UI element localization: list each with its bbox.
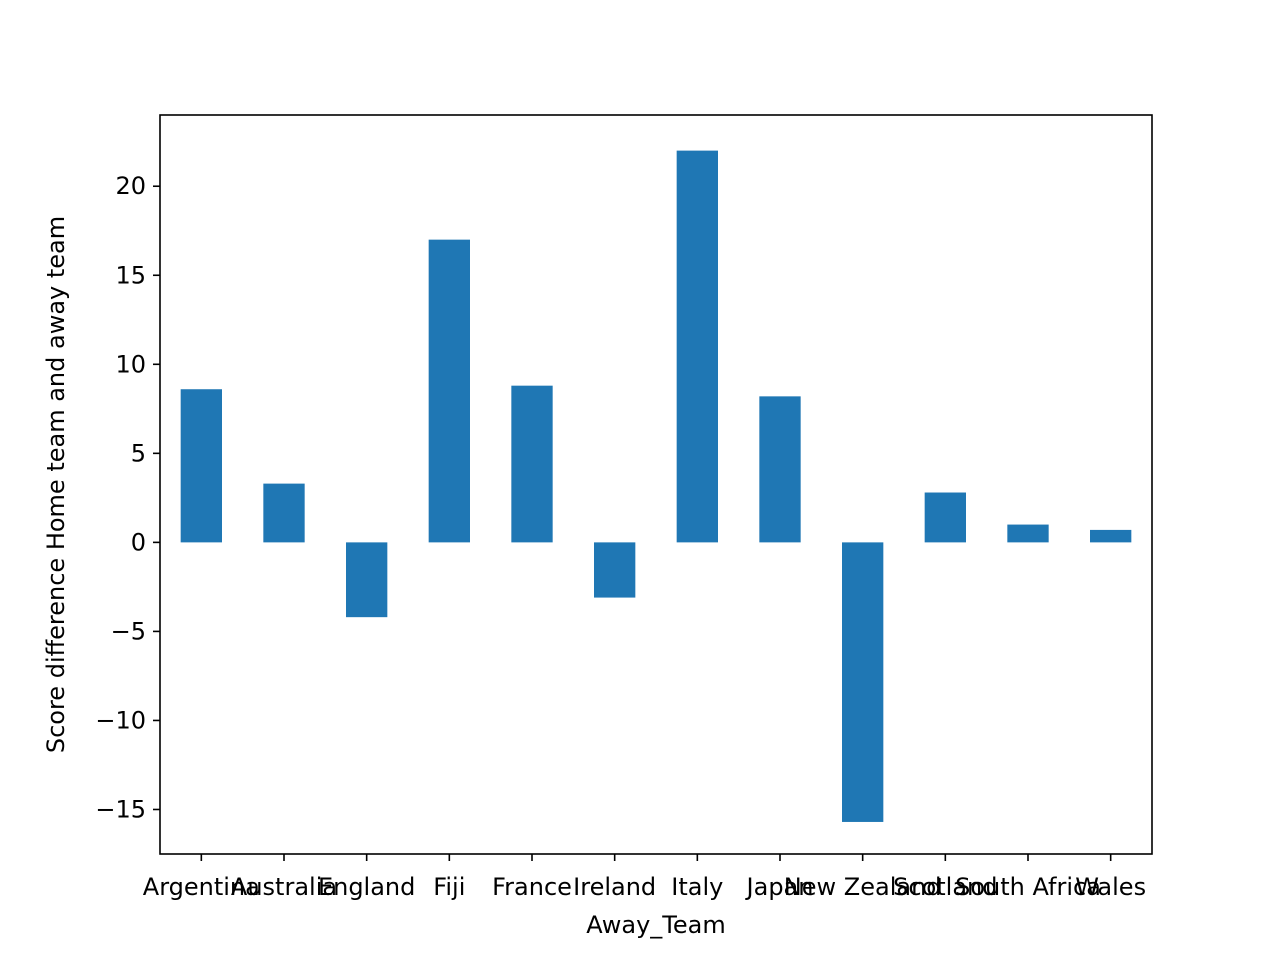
x-axis-title: Away_Team	[586, 911, 725, 939]
x-tick-label: Japan	[745, 873, 814, 901]
y-tick-label: 0	[131, 528, 146, 556]
bar-japan	[759, 396, 801, 543]
bar-wales	[1090, 529, 1132, 543]
x-tick-label: Scotland	[893, 873, 997, 901]
plot-frame	[159, 114, 1153, 855]
bar-england	[346, 542, 388, 618]
y-tick-label: −5	[111, 617, 146, 645]
x-tick-label: Fiji	[433, 873, 465, 901]
y-axis-title: Score difference Home team and away team	[42, 216, 70, 753]
x-tick-label: England	[318, 873, 415, 901]
x-tick-label: New Zealand	[784, 873, 942, 901]
bar-fiji	[428, 239, 470, 543]
bar-new-zealand	[842, 542, 884, 822]
bar-ireland	[594, 542, 636, 598]
x-tick-label: France	[492, 873, 572, 901]
y-axis-ticks: −15 −10 −5 0 5 10 15 20	[95, 172, 160, 823]
bar-argentina	[180, 389, 222, 543]
bar-scotland	[924, 492, 966, 543]
x-tick-label: South Africa	[955, 873, 1101, 901]
y-tick-label: 15	[115, 261, 146, 289]
y-tick-label: 5	[131, 439, 146, 467]
x-tick-label: Australia	[231, 873, 337, 901]
x-tick-label: Argentina	[143, 873, 260, 901]
y-tick-label: −10	[95, 706, 146, 734]
x-tick-label: Wales	[1075, 873, 1146, 901]
x-tick-label: Ireland	[573, 873, 656, 901]
x-tick-label: Italy	[671, 873, 723, 901]
bar-south-africa	[1007, 524, 1049, 543]
y-tick-label: 20	[115, 172, 146, 200]
bar-france	[511, 385, 553, 543]
bar-italy	[676, 150, 718, 543]
bars-group	[180, 150, 1132, 822]
y-tick-label: −15	[95, 795, 146, 823]
bar-australia	[263, 483, 305, 543]
y-tick-label: 10	[115, 350, 146, 378]
